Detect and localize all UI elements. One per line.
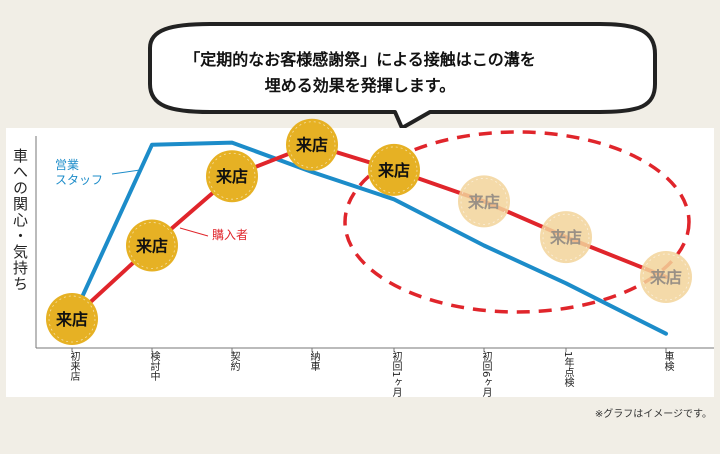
visit-marker-label-7: 来店	[649, 268, 682, 287]
visit-marker-4	[368, 143, 420, 196]
visit-marker-label-2: 来店	[215, 167, 248, 186]
x-tick-label-3: 納車	[308, 351, 319, 371]
visit-marker-ring-1	[128, 222, 176, 269]
visit-marker-2	[206, 150, 258, 203]
visit-marker-ring-5	[460, 177, 508, 225]
x-tick-label-6: 1年点検	[562, 351, 573, 388]
visit-marker-label-6: 来店	[549, 228, 582, 247]
visit-marker-ring-2	[208, 152, 256, 200]
visit-marker-7	[640, 251, 692, 303]
callout-line-1: 「定期的なお客様感謝祭」による接触はこの溝を	[184, 50, 536, 69]
footnote: ※グラフはイメージです。	[594, 409, 712, 420]
visit-marker-0	[46, 293, 98, 345]
visit-marker-3	[286, 118, 338, 171]
series-label-buyer: 購入者	[212, 228, 248, 242]
highlight-ellipse	[343, 130, 691, 314]
visit-marker-label-5: 来店	[467, 192, 500, 211]
visit-marker-label-1: 来店	[135, 237, 168, 256]
chart-panel	[6, 128, 714, 397]
visit-marker-ring-3	[288, 121, 336, 169]
staff-leader-line	[111, 169, 141, 175]
speech-bubble	[148, 22, 657, 130]
visit-marker-label-0: 来店	[55, 310, 88, 329]
visit-marker-ring-6	[542, 213, 590, 261]
visit-marker-ring-7	[642, 253, 690, 301]
visit-marker-5	[458, 175, 510, 228]
visit-marker-label-3: 来店	[295, 136, 328, 155]
visit-marker-ring-4	[370, 146, 418, 194]
buyer-leader-line	[179, 227, 209, 237]
x-tick-label-0: 初来店	[68, 351, 79, 381]
callout-line-2: 埋める効果を発揮します。	[264, 76, 456, 95]
x-tick-label-5: 初回6ヶ月	[480, 351, 491, 398]
visit-marker-ring-0	[48, 295, 96, 343]
x-tick-label-2: 契約	[228, 351, 239, 371]
series-label-staff: 営業スタッフ	[55, 158, 103, 187]
x-tick-label-1: 検討中	[148, 351, 159, 381]
y-axis-label: 車への関心・気持ち	[11, 148, 29, 292]
visit-marker-label-4: 来店	[377, 161, 410, 180]
visit-marker-1	[126, 219, 178, 272]
x-tick-label-4: 初回1ヶ月	[390, 351, 401, 398]
x-tick-label-7: 車検	[662, 351, 673, 371]
visit-marker-6	[540, 211, 592, 264]
series-line-staff	[70, 140, 668, 336]
